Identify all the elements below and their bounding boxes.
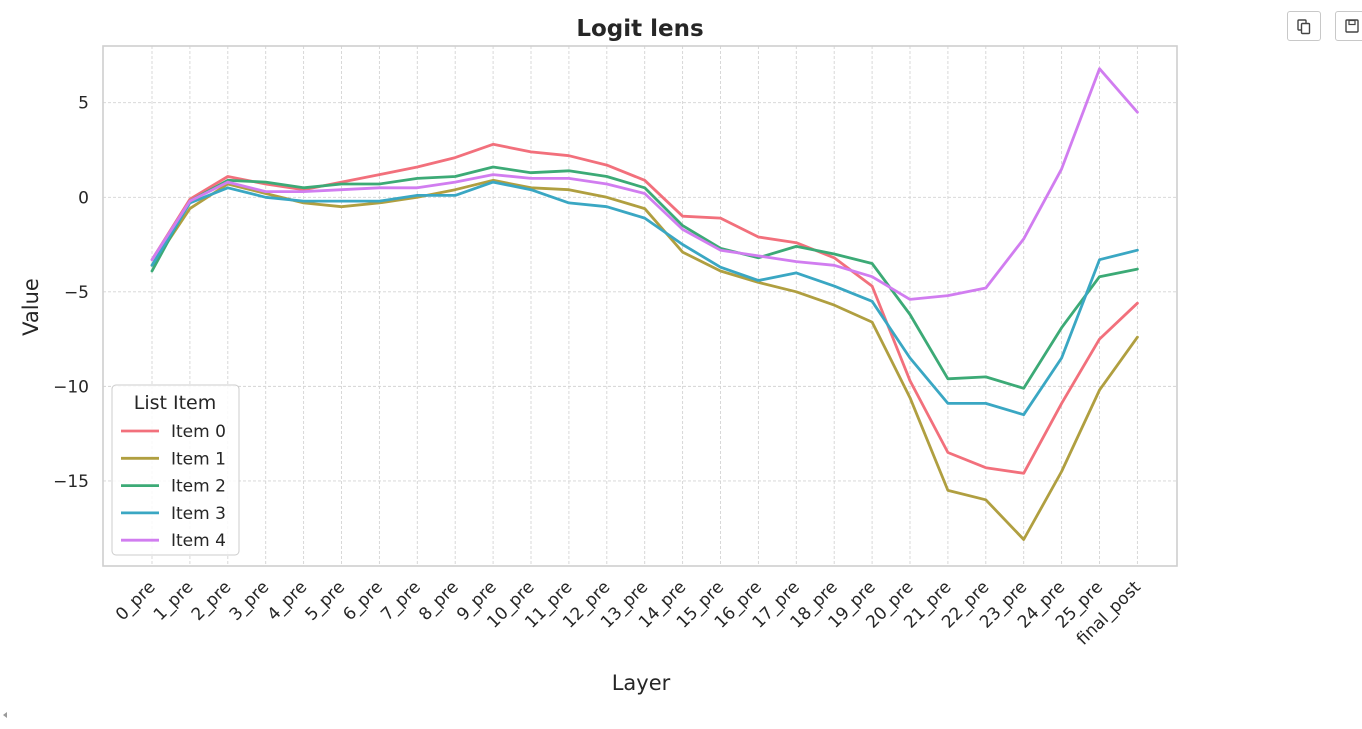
copy-button[interactable] — [1287, 11, 1321, 41]
series-line-item-4 — [150, 67, 1139, 301]
y-tick-label: −10 — [53, 377, 89, 397]
x-tick-label: 1_pre — [150, 577, 198, 625]
series-line-item-3 — [150, 180, 1139, 417]
series-lines — [150, 67, 1139, 541]
save-button[interactable] — [1335, 11, 1362, 41]
x-axis-label: Layer — [612, 671, 671, 695]
x-tick-label: 4_pre — [264, 577, 312, 625]
y-tick-label: 5 — [78, 94, 89, 114]
legend: List Item Item 0 Item 1 Item 2 Item 3 Item 4 — [111, 384, 240, 556]
x-tick-label: 0_pre — [112, 577, 160, 625]
legend-entry-label: Item 3 — [171, 504, 226, 524]
save-icon — [1345, 19, 1359, 33]
legend-entry-label: Item 2 — [171, 477, 226, 497]
series-line-item-1 — [150, 178, 1139, 541]
y-axis-ticks: 5 0 −5 −10 −15 — [53, 94, 89, 492]
grid — [103, 46, 1177, 566]
y-tick-label: 0 — [78, 188, 89, 208]
x-tick-label: 2_pre — [188, 577, 236, 625]
legend-entry-label: Item 4 — [171, 531, 226, 551]
copy-icon — [1297, 19, 1311, 35]
x-tick-label: 7_pre — [377, 577, 425, 625]
x-tick-label: 8_pre — [415, 577, 463, 625]
legend-title: List Item — [134, 392, 217, 414]
legend-entry-label: Item 1 — [171, 449, 226, 469]
x-tick-label: 5_pre — [302, 577, 350, 625]
chart-title: Logit lens — [576, 16, 703, 42]
series-line-item-2 — [150, 165, 1139, 390]
y-tick-label: −15 — [53, 472, 89, 492]
plot-area — [102, 45, 1178, 567]
legend-entry-label: Item 0 — [171, 422, 226, 442]
y-axis-label: Value — [19, 278, 43, 336]
x-tick-label: 3_pre — [226, 577, 274, 625]
scroll-left-arrow[interactable] — [3, 712, 7, 718]
y-tick-label: −5 — [64, 283, 89, 303]
x-axis-ticks: 0_pre1_pre2_pre3_pre4_pre5_pre6_pre7_pre… — [112, 577, 1145, 649]
x-tick-label: 6_pre — [339, 577, 387, 625]
